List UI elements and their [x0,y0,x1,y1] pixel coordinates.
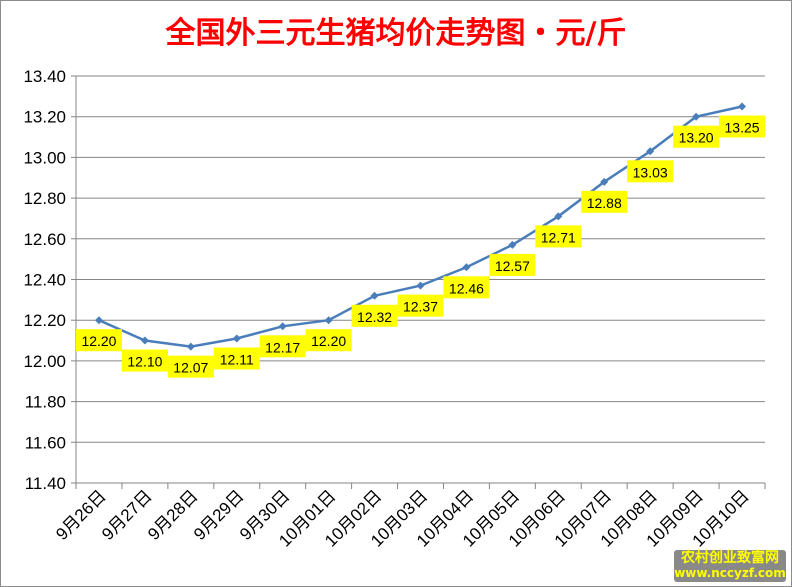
data-label: 12.57 [495,258,530,274]
data-label: 12.07 [173,360,208,376]
data-label-bg [489,253,536,276]
data-label-bg [305,329,352,352]
watermark-url: www.nccyzf.com [674,566,786,580]
data-label-bg [535,225,582,248]
y-tick-label: 13.40 [23,67,66,86]
data-point [554,212,563,221]
data-label: 12.88 [587,195,622,211]
data-point [416,281,425,290]
y-tick-label: 13.00 [23,148,66,167]
x-tick-label: 9月29日 [190,486,248,544]
data-point [600,177,609,186]
y-tick-label: 13.20 [23,108,66,127]
data-label: 12.20 [81,333,116,349]
data-label: 13.25 [725,120,760,136]
data-label-bg [121,349,168,372]
data-label: 12.37 [403,299,438,315]
x-tick-label: 9月27日 [98,486,156,544]
data-point [370,291,379,300]
data-point [94,316,103,325]
data-label-bg [259,335,306,358]
data-label-bg [75,329,122,352]
data-label: 12.17 [265,339,300,355]
watermark-logo: 农村创业致富网 www.nccyzf.com [674,550,786,582]
y-tick-label: 12.80 [23,189,66,208]
data-label-bg [443,276,490,299]
data-label: 12.32 [357,309,392,325]
data-label-bg [673,125,720,148]
data-point [186,342,195,351]
data-point [508,240,517,249]
watermark-name: 农村创业致富网 [681,550,779,566]
data-label-bg [581,190,628,213]
data-label: 12.10 [127,354,162,370]
data-point [278,322,287,331]
y-tick-label: 11.80 [25,393,66,412]
y-tick-label: 12.00 [23,352,66,371]
chart-title: 全国外三元生猪均价走势图・元/斤 [165,16,627,51]
data-point [738,102,747,111]
data-label: 12.20 [311,333,346,349]
data-label-bg [627,160,674,183]
y-tick-label: 12.40 [23,271,66,290]
data-label-bg [213,347,260,370]
y-tick-label: 12.20 [23,311,66,330]
x-tick-label: 9月28日 [144,486,202,544]
data-point [692,112,701,121]
data-point [324,316,333,325]
data-label: 12.71 [541,229,576,245]
y-tick-label: 12.60 [23,230,66,249]
data-label-bg [397,294,444,317]
data-label: 13.03 [633,164,668,180]
data-label-bg [167,355,214,378]
data-label-bg [351,304,398,327]
data-point [140,336,149,345]
data-label-bg [719,115,766,138]
y-tick-label: 11.40 [25,474,66,493]
data-point [646,147,655,156]
x-tick-label: 9月26日 [52,486,110,544]
data-label: 13.20 [679,130,714,146]
data-point [232,334,241,343]
y-tick-label: 11.60 [25,433,66,452]
data-label: 12.11 [220,352,254,368]
data-label: 12.46 [449,280,484,296]
data-point [462,263,471,272]
